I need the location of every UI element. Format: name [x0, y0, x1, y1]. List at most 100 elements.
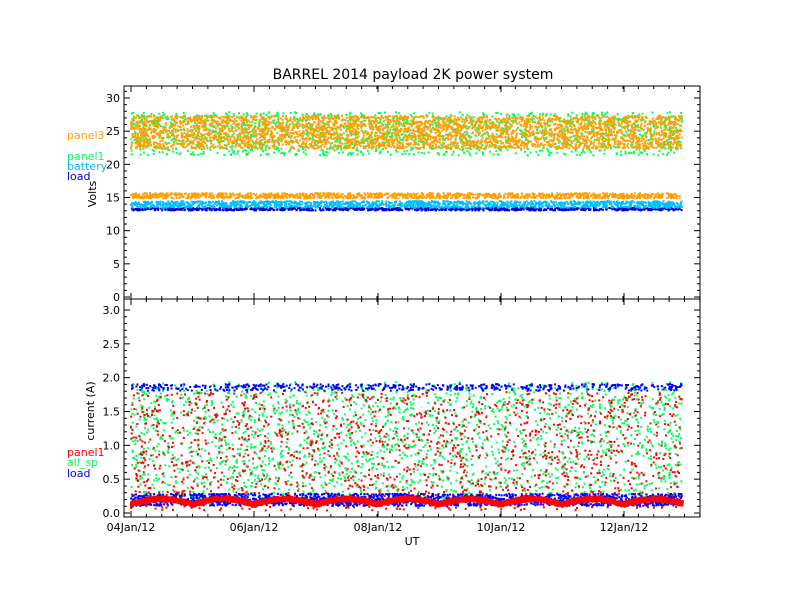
series-battery-volts-point	[385, 206, 387, 208]
series-battery-volts-point	[266, 202, 268, 204]
series-battery-volts-point	[314, 201, 316, 203]
series-panel3-low-volts-point	[429, 192, 431, 194]
series-panel3-low-volts-point	[548, 197, 550, 199]
series-panel1-volts-point	[251, 131, 253, 133]
series-battery-volts-point	[212, 206, 214, 208]
series-battery-volts-point	[212, 201, 214, 203]
series-panel3-low-volts-point	[660, 197, 662, 199]
series-load-volts-point	[332, 209, 334, 211]
series-battery-volts-point	[612, 206, 614, 208]
series-load-volts-point	[233, 209, 235, 211]
series-load-volts-point	[598, 209, 600, 211]
series-panel3-low-volts-point	[418, 197, 420, 199]
series-battery-volts-point	[603, 202, 605, 204]
series-panel1-volts-point	[360, 151, 362, 153]
series-load-volts-point	[451, 209, 453, 211]
series-panel1-volts-point	[453, 151, 455, 153]
series-panel3-low-volts-point	[334, 196, 336, 198]
series-battery-volts-point	[435, 207, 437, 209]
series-panel3-low-volts-point	[626, 197, 628, 199]
series-battery-volts-point	[192, 203, 194, 205]
series-panel1-volts-point	[446, 115, 448, 117]
series-battery-volts-point	[636, 202, 638, 204]
series-load-volts-point	[535, 209, 537, 211]
series-battery-volts-point	[147, 201, 149, 203]
series-battery-volts	[130, 200, 683, 209]
series-battery-volts-point	[555, 201, 557, 203]
series-battery-volts-point	[173, 203, 175, 205]
series-panel3-low-volts-point	[266, 197, 268, 199]
series-panel1-volts-point	[357, 149, 359, 151]
series-panel1-volts-point	[534, 121, 536, 123]
series-battery-volts-point	[172, 206, 174, 208]
series-load-volts-point	[245, 208, 247, 210]
series-panel1-volts-point	[401, 139, 403, 141]
series-battery-volts-point	[388, 201, 390, 203]
series-panel3-low-volts-point	[355, 197, 357, 199]
series-panel1-volts-point	[368, 153, 370, 155]
series-panel1-volts-point	[428, 112, 430, 114]
series-panel3-low-volts-point	[475, 197, 477, 199]
series-battery-volts-point	[357, 206, 359, 208]
series-load-volts-point	[568, 209, 570, 211]
series-panel1-volts-point	[666, 154, 668, 156]
series-panel1-volts-point	[646, 153, 648, 155]
series-panel1-volts-point	[632, 112, 634, 114]
series-panel3-low-volts-point	[402, 197, 404, 199]
series-load-volts-point	[540, 209, 542, 211]
series-panel3-low-volts-point	[466, 195, 468, 197]
series-battery-volts-point	[447, 200, 449, 202]
series-panel3-low-volts-point	[258, 196, 260, 198]
series-battery-volts-point	[670, 203, 672, 205]
series-panel3-low-volts-point	[670, 197, 672, 199]
series-load-volts-point	[382, 209, 384, 211]
series-panel1-volts-point	[228, 150, 230, 152]
series-battery-volts-point	[434, 201, 436, 203]
series-battery-volts-point	[560, 206, 562, 208]
series-battery-volts-point	[346, 206, 348, 208]
series-battery-volts-point	[293, 205, 295, 207]
series-battery-volts-point	[400, 203, 402, 205]
series-panel3-low-volts-point	[535, 195, 537, 197]
series-panel3-low-volts-point	[491, 197, 493, 199]
series-load-volts-point	[261, 208, 263, 210]
series-panel1-volts-point	[345, 114, 347, 116]
series-panel1-volts-point	[133, 123, 135, 125]
series-battery-volts-point	[333, 206, 335, 208]
series-battery-volts-point	[509, 205, 511, 207]
series-battery-volts-point	[440, 207, 442, 209]
series-battery-volts-point	[533, 200, 535, 202]
series-panel3-low-volts-point	[270, 196, 272, 198]
series-panel3-low-volts-point	[638, 195, 640, 197]
series-panel3-low-volts-point	[350, 197, 352, 199]
series-panel3-low-volts-point	[360, 196, 362, 198]
series-panel1-volts-point	[352, 152, 354, 154]
series-panel1-volts-point	[344, 143, 346, 145]
series-battery-volts-point	[507, 202, 509, 204]
series-load-volts-point	[176, 208, 178, 210]
series-battery-volts-point	[343, 206, 345, 208]
series-battery-volts-point	[162, 207, 164, 209]
series-panel3-low-volts-point	[387, 193, 389, 195]
series-panel3-low-volts-point	[220, 193, 222, 195]
series-load-volts-point	[271, 208, 273, 210]
series-panel3-low-volts-point	[247, 193, 249, 195]
series-panel3-low-volts-point	[373, 193, 375, 195]
series-panel3-low-volts-point	[468, 193, 470, 195]
series-panel3-low-volts-point	[606, 192, 608, 194]
series-panel1-volts-point	[192, 151, 194, 153]
series-panel3-low-volts-point	[205, 196, 207, 198]
series-battery-volts-point	[635, 206, 637, 208]
series-battery-volts-point	[494, 203, 496, 205]
series-panel3-low-volts-point	[413, 194, 415, 196]
series-panel1-volts-point	[565, 154, 567, 156]
series-panel3-low-volts-point	[599, 194, 601, 196]
series-load-volts-point	[352, 208, 354, 210]
series-panel3-low-volts-point	[621, 193, 623, 195]
series-panel3-low-volts-point	[268, 196, 270, 198]
series-battery-volts-point	[417, 205, 419, 207]
series-panel3-low-volts-point	[170, 197, 172, 199]
series-panel3-low-volts-point	[582, 192, 584, 194]
series-panel3-low-volts-point	[160, 193, 162, 195]
series-panel3-low-volts-point	[266, 194, 268, 196]
